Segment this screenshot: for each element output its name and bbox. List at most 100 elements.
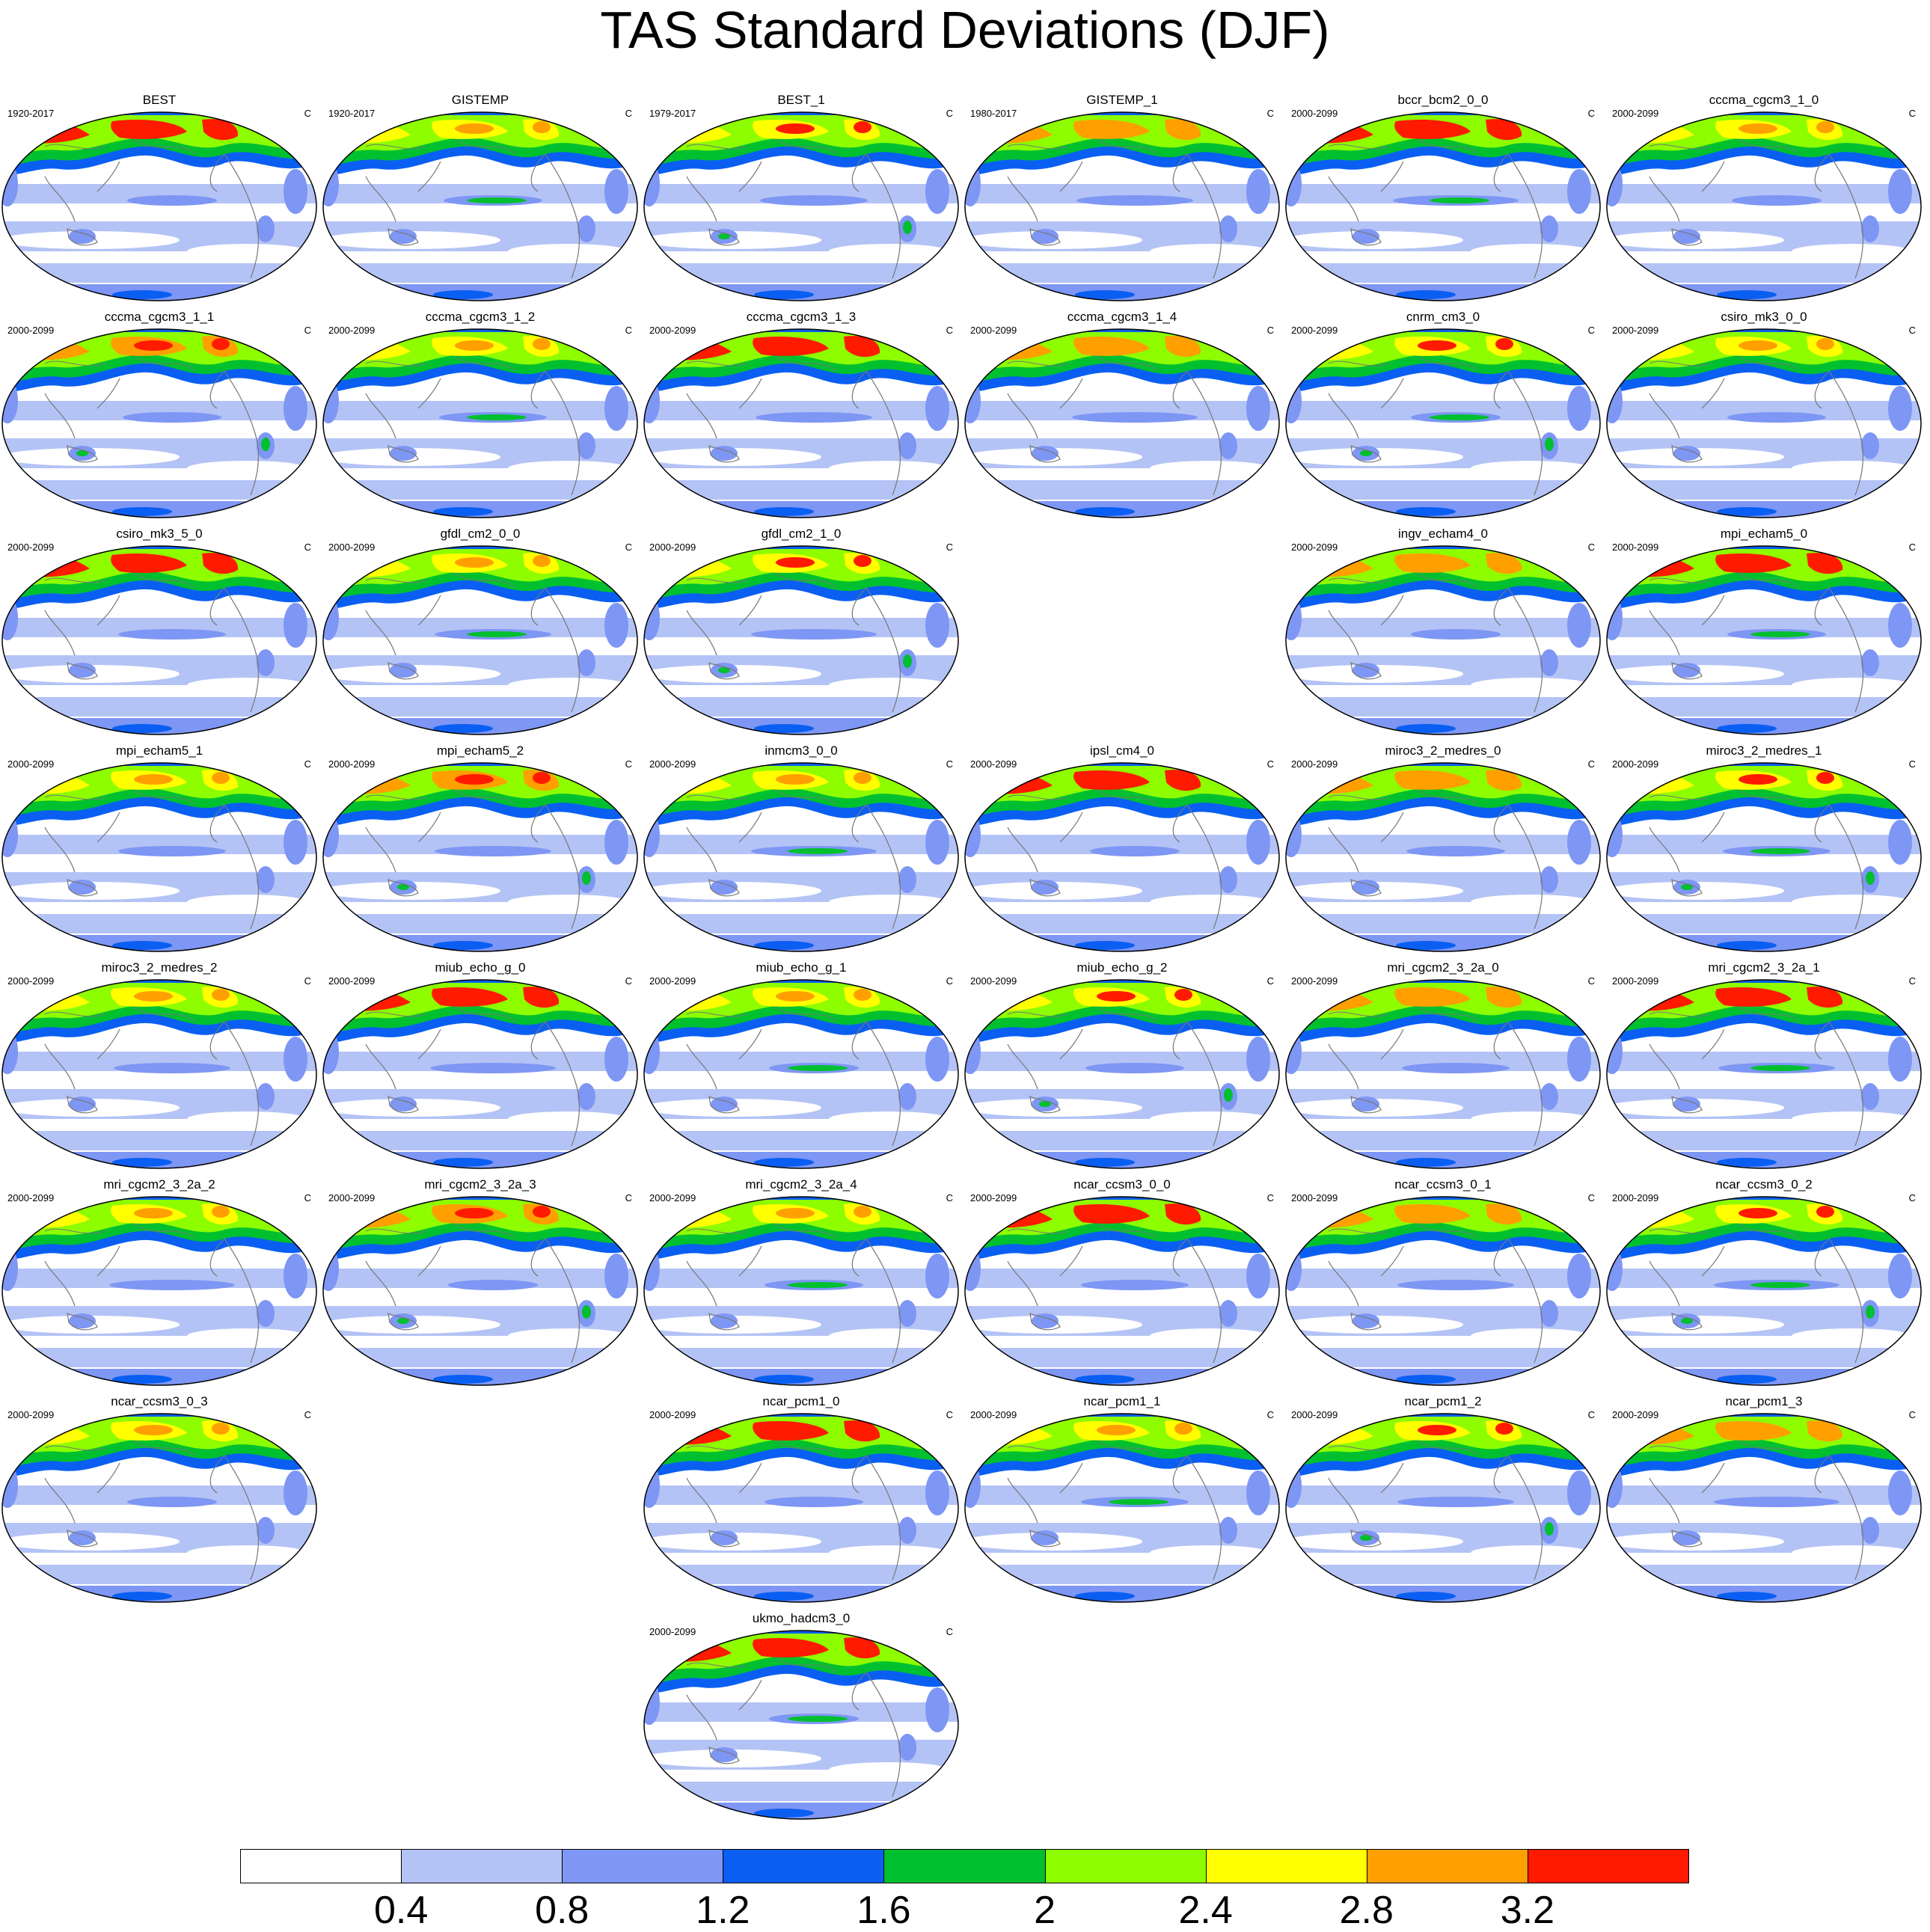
panel-title: miroc3_2_medres_0 xyxy=(1385,743,1501,758)
panel-unit: C xyxy=(1908,1192,1916,1203)
global-map xyxy=(1606,1413,1922,1603)
panel-title: cccma_cgcm3_1_3 xyxy=(746,310,857,324)
panel-unit: C xyxy=(1908,542,1916,553)
map-panel: miub_echo_g_0 2000-2099 C xyxy=(321,960,640,1171)
panel-title: mri_cgcm2_3_2a_2 xyxy=(103,1177,215,1192)
panel-unit: C xyxy=(1587,108,1595,119)
map-panel: ncar_ccsm3_0_0 2000-2099 C xyxy=(963,1177,1281,1388)
map-panel: bccr_bcm2_0_0 2000-2099 C xyxy=(1284,93,1602,304)
panel-period: 2000-2099 xyxy=(1612,975,1659,987)
map-panel: ingv_echam4_0 2000-2099 C xyxy=(1284,527,1602,737)
panel-period: 2000-2099 xyxy=(1612,758,1659,770)
panel-unit: C xyxy=(946,758,953,770)
map-panel: cccma_cgcm3_1_1 2000-2099 C xyxy=(0,310,319,521)
global-map xyxy=(964,762,1280,952)
panel-title: mri_cgcm2_3_2a_3 xyxy=(424,1177,536,1192)
map-panel: miroc3_2_medres_2 2000-2099 C xyxy=(0,960,319,1171)
colorbar-tick-label: 1.6 xyxy=(857,1889,911,1932)
panel-unit: C xyxy=(304,975,311,987)
panel-unit: C xyxy=(625,108,632,119)
global-map xyxy=(322,111,638,301)
panel-period: 2000-2099 xyxy=(649,542,696,553)
panel-period: 2000-2099 xyxy=(970,1409,1017,1420)
global-map xyxy=(643,1630,959,1820)
global-map xyxy=(643,111,959,301)
panel-period: 2000-2099 xyxy=(1291,1192,1338,1203)
map-panel: miub_echo_g_2 2000-2099 C xyxy=(963,960,1281,1171)
panel-period: 2000-2099 xyxy=(328,975,376,987)
panel-period: 2000-2099 xyxy=(7,975,55,987)
colorbar-tick-label: 0.4 xyxy=(373,1889,429,1932)
map-panel: csiro_mk3_0_0 2000-2099 C xyxy=(1605,310,1923,521)
panel-title: mpi_echam5_0 xyxy=(1720,527,1808,541)
panel-title: miub_echo_g_0 xyxy=(435,960,526,975)
global-map xyxy=(964,1196,1280,1386)
panel-period: 2000-2099 xyxy=(1291,975,1338,987)
global-map xyxy=(964,1413,1280,1603)
panel-period: 2000-2099 xyxy=(7,542,55,553)
global-map xyxy=(1285,979,1601,1169)
panel-period: 2000-2099 xyxy=(328,758,376,770)
panel-unit: C xyxy=(625,975,632,987)
map-panel: ncar_pcm1_2 2000-2099 C xyxy=(1284,1394,1602,1605)
panel-period: 1920-2017 xyxy=(328,108,376,119)
map-panel: ukmo_hadcm3_0 2000-2099 C xyxy=(642,1611,961,1822)
panel-title: ipsl_cm4_0 xyxy=(1090,743,1154,758)
panel-title: gfdl_cm2_0_0 xyxy=(440,527,521,541)
panel-period: 2000-2099 xyxy=(649,1409,696,1420)
map-panel: cccma_cgcm3_1_3 2000-2099 C xyxy=(642,310,961,521)
panel-unit: C xyxy=(304,1192,311,1203)
global-map xyxy=(1,979,317,1169)
map-panel: mri_cgcm2_3_2a_0 2000-2099 C xyxy=(1284,960,1602,1171)
panel-title: mri_cgcm2_3_2a_4 xyxy=(745,1177,857,1192)
map-panel: BEST 1920-2017 C xyxy=(0,93,319,304)
panel-title: inmcm3_0_0 xyxy=(765,743,838,758)
panel-period: 2000-2099 xyxy=(328,1192,376,1203)
global-map xyxy=(1606,545,1922,735)
map-panel: miroc3_2_medres_0 2000-2099 C xyxy=(1284,743,1602,954)
panel-title: ukmo_hadcm3_0 xyxy=(752,1611,851,1625)
panel-unit: C xyxy=(1266,325,1274,336)
panel-unit: C xyxy=(1587,975,1595,987)
global-map xyxy=(322,762,638,952)
panel-title: mpi_echam5_1 xyxy=(115,743,203,758)
global-map xyxy=(1285,111,1601,301)
global-map xyxy=(1285,1413,1601,1603)
colorbar-bin xyxy=(240,1849,402,1883)
panel-title: bccr_bcm2_0_0 xyxy=(1397,93,1489,107)
colorbar-tick-label: 2 xyxy=(1034,1889,1056,1932)
global-map xyxy=(643,1196,959,1386)
panel-period: 2000-2099 xyxy=(970,758,1017,770)
global-map xyxy=(1285,545,1601,735)
colorbar xyxy=(240,1849,1689,1885)
panel-period: 2000-2099 xyxy=(649,758,696,770)
panel-title: miroc3_2_medres_1 xyxy=(1706,743,1822,758)
panel-unit: C xyxy=(304,758,311,770)
panel-unit: C xyxy=(1266,1409,1274,1420)
panel-unit: C xyxy=(625,758,632,770)
global-map xyxy=(1285,1196,1601,1386)
map-panel: cnrm_cm3_0 2000-2099 C xyxy=(1284,310,1602,521)
panel-unit: C xyxy=(946,975,953,987)
global-map xyxy=(643,328,959,518)
global-map xyxy=(1,545,317,735)
panel-title: mri_cgcm2_3_2a_1 xyxy=(1708,960,1820,975)
global-map xyxy=(322,979,638,1169)
panel-title: csiro_mk3_0_0 xyxy=(1721,310,1807,324)
colorbar-tick-label: 1.2 xyxy=(696,1889,750,1932)
panel-unit: C xyxy=(1908,108,1916,119)
panel-unit: C xyxy=(946,1409,953,1420)
map-panel: ncar_ccsm3_0_3 2000-2099 C xyxy=(0,1394,319,1605)
map-panel: miub_echo_g_1 2000-2099 C xyxy=(642,960,961,1171)
panel-unit: C xyxy=(1908,325,1916,336)
panel-title: BEST xyxy=(142,93,177,107)
global-map xyxy=(1606,762,1922,952)
panel-unit: C xyxy=(1908,1409,1916,1420)
panel-unit: C xyxy=(1587,1409,1595,1420)
panel-title: GISTEMP_1 xyxy=(1086,93,1158,107)
panel-period: 1980-2017 xyxy=(970,108,1017,119)
global-map xyxy=(1,762,317,952)
panel-period: 1920-2017 xyxy=(7,108,55,119)
global-map xyxy=(1285,762,1601,952)
global-map xyxy=(1285,328,1601,518)
